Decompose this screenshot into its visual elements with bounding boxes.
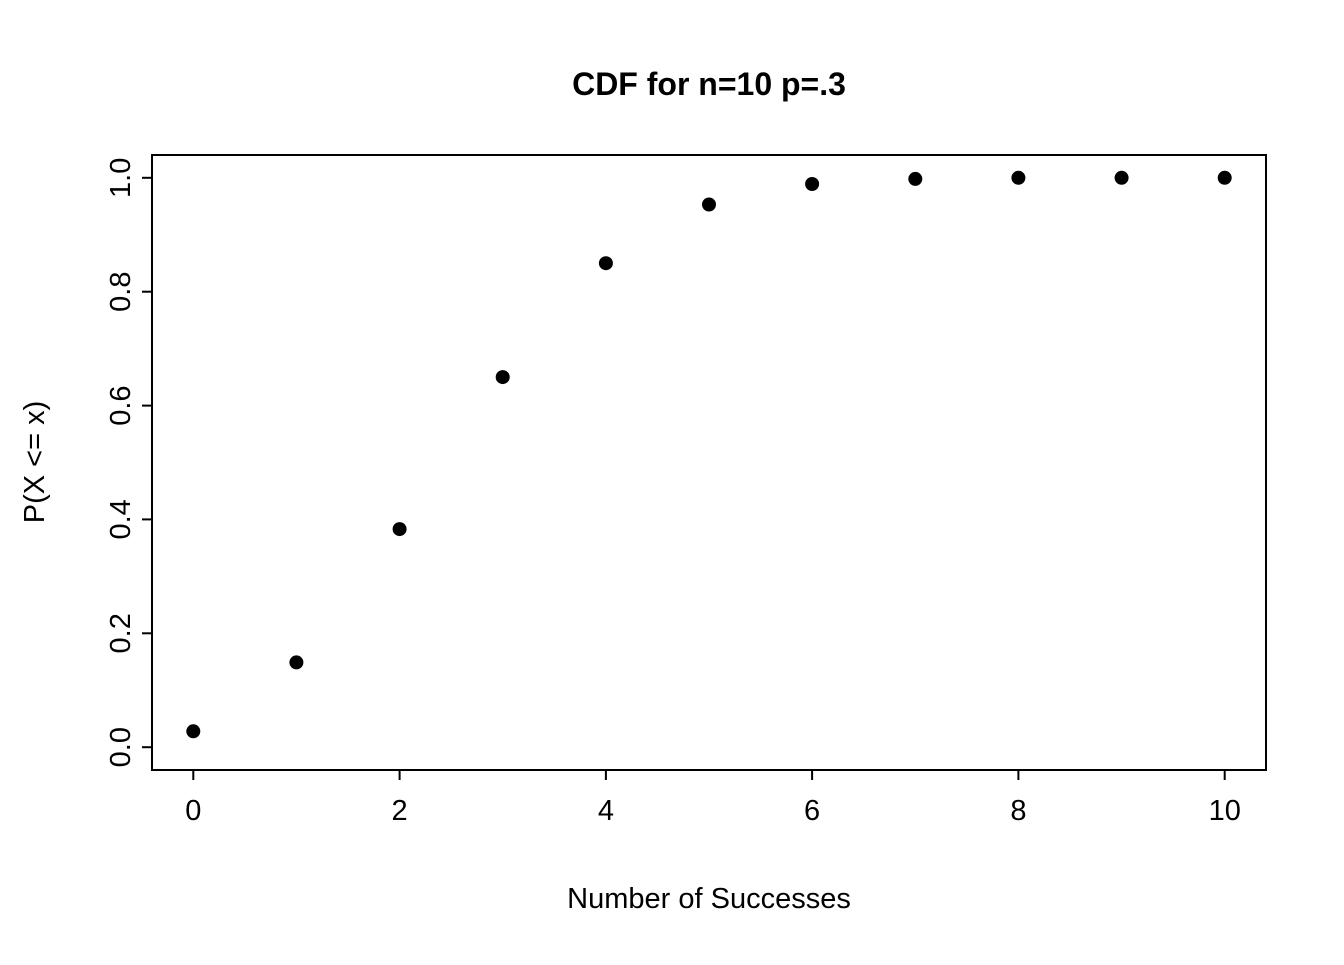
y-tick-label: 0.6 (105, 385, 137, 425)
data-point (702, 197, 716, 212)
x-tick-label: 6 (804, 795, 820, 827)
y-tick-label: 1.0 (105, 158, 137, 198)
x-tick-label: 2 (392, 795, 408, 827)
data-point (392, 522, 407, 537)
data-point (1114, 170, 1129, 185)
x-tick-label: 0 (185, 795, 201, 827)
y-tick-label: 0.2 (105, 613, 137, 653)
chart-title: CDF for n=10 p=.3 (572, 66, 846, 102)
x-axis-ticks: 0 2 4 6 8 10 (185, 770, 1241, 827)
data-point (908, 171, 923, 186)
x-tick-label: 10 (1209, 795, 1241, 827)
data-point (1011, 170, 1026, 185)
data-point (1217, 170, 1232, 185)
y-axis-ticks: 0.0 0.2 0.4 0.6 0.8 1.0 (105, 158, 152, 767)
data-point (805, 177, 820, 191)
y-axis-label: P(X <= x) (19, 401, 51, 524)
data-point (289, 655, 304, 670)
x-tick-label: 8 (1010, 795, 1026, 827)
y-tick-label: 0.8 (105, 272, 137, 312)
y-tick-label: 0.0 (105, 727, 137, 767)
data-point (598, 256, 613, 271)
x-tick-label: 4 (598, 795, 614, 827)
data-point (186, 724, 201, 739)
data-point (495, 370, 510, 385)
x-axis-label: Number of Successes (567, 883, 851, 915)
plot-border-box (151, 154, 1267, 771)
y-tick-label: 0.4 (105, 499, 137, 539)
data-points (186, 170, 1232, 739)
